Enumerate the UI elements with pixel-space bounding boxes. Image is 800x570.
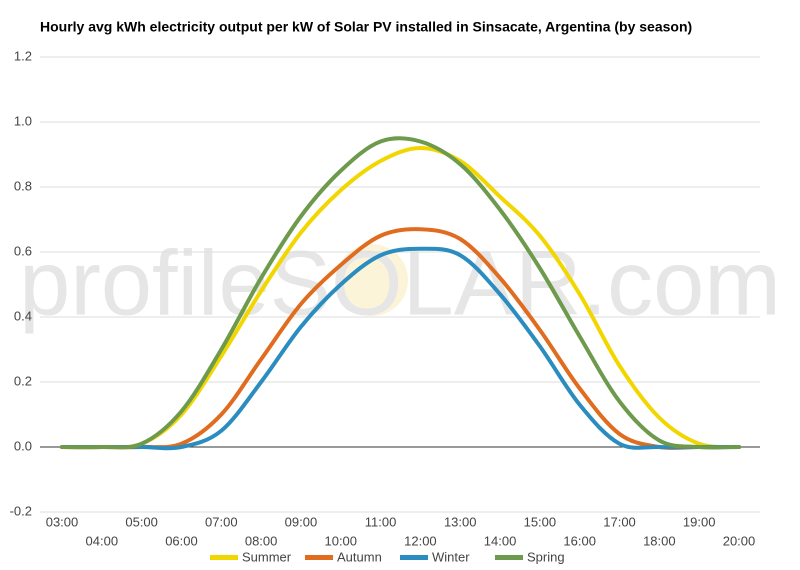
x-tick-label: 05:00: [125, 514, 158, 529]
legend-label: Summer: [242, 549, 292, 564]
series-line: [60, 146, 741, 450]
legend-swatch: [210, 555, 238, 560]
x-tick-label: 04:00: [86, 533, 119, 548]
x-tick-label: 10:00: [324, 533, 357, 548]
y-tick-label: 1.2: [14, 48, 32, 63]
x-tick-label: 18:00: [643, 533, 676, 548]
x-tick-label: 14:00: [484, 533, 517, 548]
y-tick-label: 0.4: [14, 308, 32, 323]
x-tick-label: 19:00: [683, 514, 716, 529]
x-tick-label: 16:00: [563, 533, 596, 548]
x-tick-label: 12:00: [404, 533, 437, 548]
series-line: [60, 136, 741, 450]
legend-label: Winter: [432, 549, 470, 564]
y-tick-label: 0.0: [14, 438, 32, 453]
y-tick-label: 0.8: [14, 178, 32, 193]
legend-label: Spring: [527, 549, 565, 564]
y-tick-label: 0.6: [14, 243, 32, 258]
x-tick-label: 08:00: [245, 533, 278, 548]
watermark-sun: [336, 244, 408, 316]
chart-title: Hourly avg kWh electricity output per kW…: [40, 19, 692, 35]
x-tick-label: 09:00: [285, 514, 318, 529]
x-tick-label: 15:00: [524, 514, 557, 529]
legend-label: Autumn: [337, 549, 382, 564]
x-tick-label: 17:00: [603, 514, 636, 529]
legend-swatch: [400, 555, 428, 560]
x-tick-label: 07:00: [205, 514, 238, 529]
legend-swatch: [305, 555, 333, 560]
y-tick-label: 0.2: [14, 373, 32, 388]
watermark: profileSOLAR.com: [19, 232, 781, 334]
x-tick-label: 13:00: [444, 514, 477, 529]
series-line: [60, 227, 741, 450]
watermark-group: profileSOLAR.com: [19, 232, 781, 334]
x-tick-label: 20:00: [723, 533, 756, 548]
y-tick-label: 1.0: [14, 113, 32, 128]
x-tick-label: 11:00: [365, 514, 397, 529]
y-tick-label: -0.2: [10, 503, 32, 518]
legend-swatch: [495, 555, 523, 560]
x-tick-label: 06:00: [165, 533, 198, 548]
x-tick-label: 03:00: [46, 514, 79, 529]
series-line: [60, 246, 741, 451]
